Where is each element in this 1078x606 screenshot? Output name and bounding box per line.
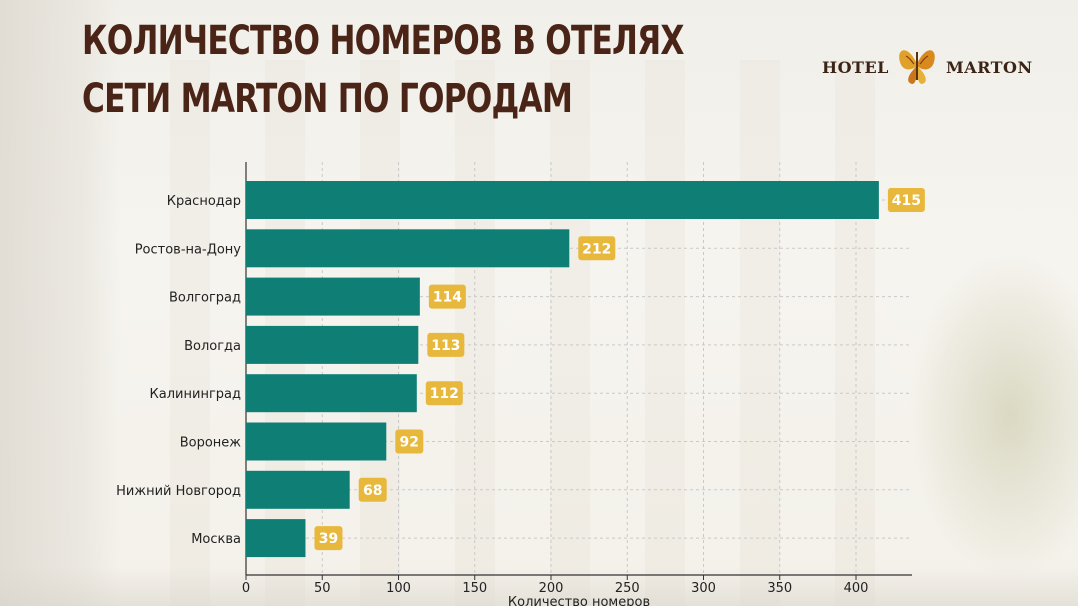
bar bbox=[246, 374, 417, 413]
category-label: Воронеж bbox=[180, 436, 242, 451]
bar bbox=[246, 519, 306, 558]
x-tick-label: 100 bbox=[386, 581, 411, 596]
bar bbox=[246, 277, 420, 316]
data-label-badge bbox=[425, 381, 463, 406]
x-tick-label: 150 bbox=[462, 581, 487, 596]
x-tick-label: 250 bbox=[615, 581, 640, 596]
axes bbox=[245, 162, 912, 576]
data-label: 68 bbox=[363, 483, 382, 499]
data-label: 212 bbox=[582, 241, 611, 257]
category-label: Калининград bbox=[150, 387, 241, 402]
data-label: 113 bbox=[431, 338, 460, 354]
bar bbox=[246, 325, 419, 364]
x-tick-label: 50 bbox=[314, 581, 331, 596]
bar bbox=[246, 470, 350, 509]
title-line-2: СЕТИ MARTON ПО ГОРОДАМ bbox=[82, 76, 573, 122]
data-label-badge bbox=[428, 284, 466, 309]
data-label: 112 bbox=[430, 386, 459, 402]
data-label-badge bbox=[314, 526, 343, 551]
bars bbox=[246, 181, 879, 558]
butterfly-icon bbox=[899, 50, 935, 84]
data-label-badge bbox=[887, 188, 925, 212]
logo-word-marton: MARTON bbox=[946, 58, 1033, 77]
category-label: Ростов-на-Дону bbox=[135, 242, 242, 257]
category-labels: Краснодар Ростов-на-Дону Волгоград Вологда К… bbox=[116, 194, 241, 547]
data-label-badge bbox=[358, 477, 387, 502]
data-label: 39 bbox=[319, 531, 338, 547]
data-label: 415 bbox=[892, 193, 921, 209]
background-tree bbox=[908, 250, 1078, 580]
data-label-badge bbox=[427, 332, 465, 357]
x-tick-label: 0 bbox=[242, 581, 250, 596]
page-title: КОЛИЧЕСТВО НОМЕРОВ В ОТЕЛЯХ СЕТИ MARTON … bbox=[82, 12, 684, 128]
data-label-badge bbox=[578, 236, 616, 261]
gridlines bbox=[246, 162, 912, 575]
hotel-marton-logo: HOTEL MARTON bbox=[822, 42, 1032, 88]
background-building-left bbox=[0, 0, 120, 606]
data-labels: 415 212 114 113 112 92 68 39 bbox=[314, 188, 925, 551]
data-label: 114 bbox=[433, 290, 462, 306]
x-tick-labels: 0 50 100 150 200 250 300 350 400 bbox=[242, 575, 869, 596]
x-tick-label: 300 bbox=[691, 581, 716, 596]
category-label: Краснодар bbox=[167, 194, 241, 209]
logo-word-hotel: HOTEL bbox=[822, 58, 889, 77]
category-label: Нижний Новгород bbox=[116, 484, 241, 499]
bar bbox=[246, 229, 570, 268]
x-axis-title: Количество номеров bbox=[508, 595, 650, 606]
category-label: Москва bbox=[191, 532, 241, 547]
data-label-badge bbox=[395, 429, 424, 454]
category-label: Волгоград bbox=[169, 291, 241, 306]
x-tick-label: 350 bbox=[767, 581, 792, 596]
bar bbox=[246, 422, 387, 461]
x-tick-label: 400 bbox=[844, 581, 869, 596]
background-street bbox=[0, 566, 1078, 606]
bar bbox=[246, 181, 879, 219]
x-tick-label: 200 bbox=[539, 581, 564, 596]
data-label: 92 bbox=[400, 435, 419, 451]
title-line-1: КОЛИЧЕСТВО НОМЕРОВ В ОТЕЛЯХ bbox=[82, 18, 684, 64]
category-label: Вологда bbox=[184, 339, 241, 354]
